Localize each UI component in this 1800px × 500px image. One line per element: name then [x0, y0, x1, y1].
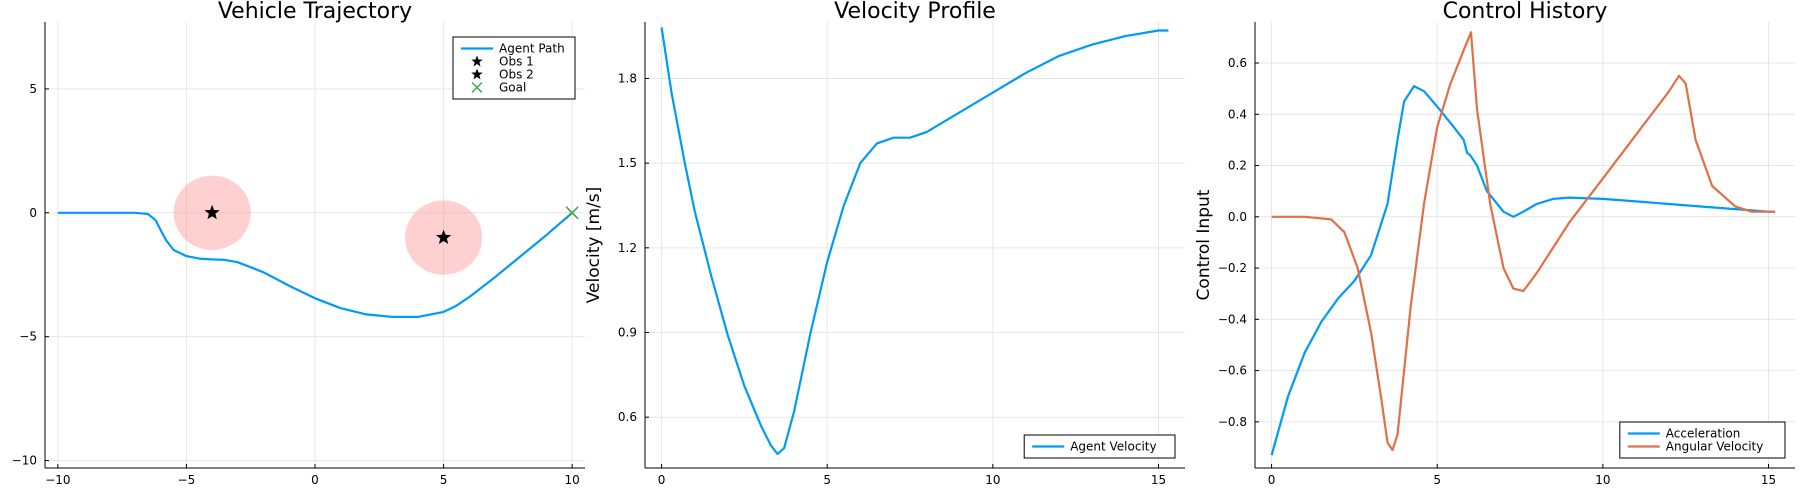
chart-2-ytick-label-0: 0.6: [618, 410, 637, 424]
chart-3-ytick-label-0: −0.8: [1218, 415, 1247, 429]
chart-3-legend-label-2: Angular Velocity: [1666, 440, 1764, 454]
chart-1-goal-marker: [565, 206, 579, 220]
chart-3-ytick-label-2: −0.4: [1218, 312, 1247, 326]
chart-3-ytick-label-7: 0.6: [1228, 56, 1247, 70]
chart-3-xtick-label-0: 0: [1268, 473, 1276, 487]
chart-2-xtick-label-2: 10: [985, 473, 1000, 487]
chart-3-series-1: [1270, 85, 1776, 456]
chart-1-xtick-label-4: 10: [565, 473, 580, 487]
chart-3-legend-box: [1619, 421, 1786, 459]
chart-2-y-label: Velocity [m/s]: [584, 187, 604, 304]
chart-3-xtick-label-2: 10: [1595, 473, 1610, 487]
chart-1-xtick-label-3: 5: [440, 473, 448, 487]
chart-1-ytick-label-1: −5: [19, 330, 37, 344]
chart-1-legend-box: [452, 36, 576, 100]
chart-3-ytick-label-3: −0.2: [1218, 261, 1247, 275]
chart-3-series-2: [1271, 31, 1776, 452]
chart-1-legend-label-2: Obs 1: [499, 55, 534, 69]
chart-3-xtick-label-1: 5: [1433, 473, 1441, 487]
chart-2-xtick-label-3: 15: [1151, 473, 1166, 487]
chart-3-legend-label-1: Acceleration: [1666, 427, 1741, 441]
chart-1-legend-label-1: Agent Path: [499, 42, 565, 56]
chart-2-ytick-label-3: 1.5: [618, 156, 637, 170]
chart-1-legend-label-4: Goal: [499, 81, 526, 95]
chart-3-xtick-label-3: 15: [1761, 473, 1776, 487]
chart-2-legend: Agent Velocity: [1023, 434, 1176, 459]
chart-1-legend-marker-3: [471, 68, 483, 80]
chart-1-ytick-label-0: −10: [12, 454, 37, 468]
chart-3-title: Control History: [1443, 0, 1608, 24]
chart-1-xtick-label-1: −5: [178, 473, 196, 487]
chart-3-ytick-label-1: −0.6: [1218, 364, 1247, 378]
chart-1-title: Vehicle Trajectory: [218, 0, 412, 24]
chart-2-title: Velocity Profile: [834, 0, 996, 24]
chart-1-legend-marker-2: [471, 55, 483, 67]
chart-1-ytick-label-3: 5: [29, 82, 37, 96]
chart-1-obstacle-marker-1: [204, 204, 220, 220]
chart-1-legend-marker-4: [471, 82, 483, 93]
chart-2-legend-label-1: Agent Velocity: [1070, 440, 1156, 454]
chart-1-series-1: [57, 211, 573, 318]
chart-1-obstacle-marker-2: [436, 229, 452, 244]
chart-3-ytick-label-6: 0.4: [1228, 107, 1247, 121]
chart-1: −10 −5 0 5 10 −10 −5 0 5 Vehicle Trajectory Agent …: [12, 0, 585, 487]
chart-3: 0 5 10 15 −0.8 −0.6 −0.4 −0.2 0.0 0.2 0.4 0.6 Contro…: [1194, 0, 1795, 487]
chart-3-ytick-label-5: 0.2: [1228, 159, 1247, 173]
chart-1-xtick-label-0: −10: [45, 473, 70, 487]
chart-1-legend-label-3: Obs 2: [499, 68, 534, 82]
chart-1-ytick-label-2: 0: [29, 206, 37, 220]
chart-2-legend-box: [1023, 434, 1176, 459]
chart-2-ytick-label-2: 1.2: [618, 241, 637, 255]
chart-3-ytick-label-4: 0.0: [1228, 210, 1247, 224]
chart-2-xtick-label-1: 5: [823, 473, 831, 487]
chart-2-xtick-label-0: 0: [658, 473, 666, 487]
chart-2: 0 5 10 15 0.6 0.9 1.2 1.5 1.8 Velocity Profile Vel…: [584, 0, 1185, 487]
chart-3-y-label: Control Input: [1194, 189, 1214, 300]
chart-2-ytick-label-4: 1.8: [618, 71, 637, 85]
chart-2-ytick-label-1: 0.9: [618, 326, 637, 340]
chart-2-series-1: [660, 27, 1169, 455]
chart-1-xtick-label-2: 0: [311, 473, 319, 487]
